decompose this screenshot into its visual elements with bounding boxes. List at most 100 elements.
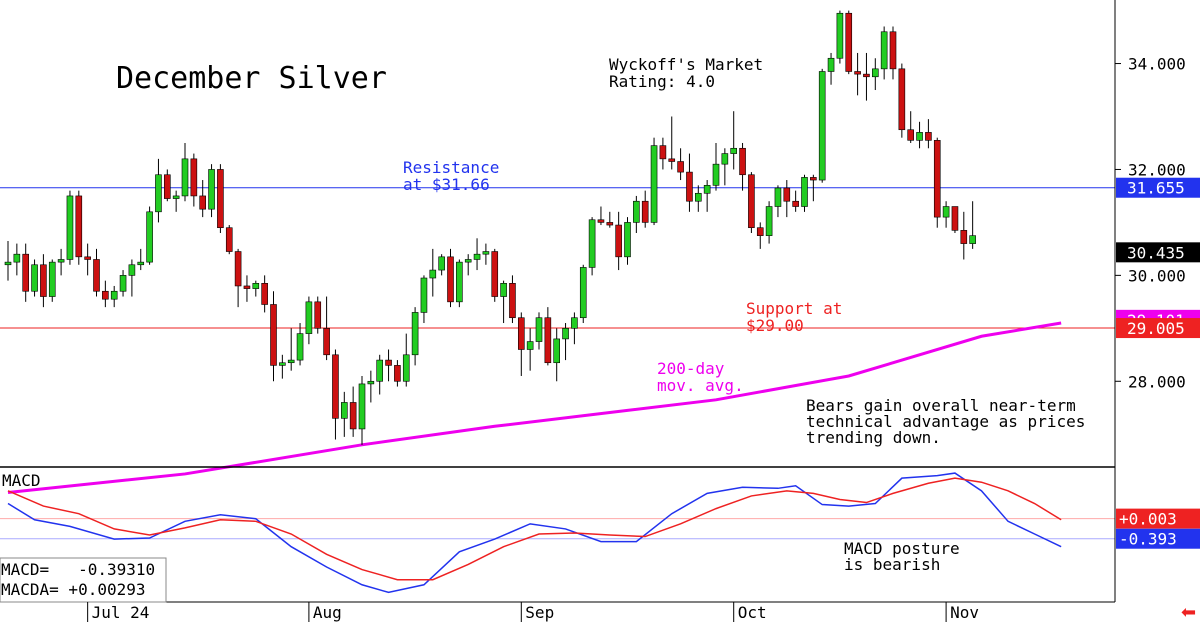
macd-value-label: -0.393 — [1119, 530, 1177, 549]
candle-down — [75, 195, 83, 258]
candle-down — [84, 256, 91, 260]
candle-up — [367, 380, 375, 385]
candle-down — [190, 158, 198, 197]
candle-up — [411, 312, 419, 356]
candle-down — [40, 264, 47, 297]
date-label: Aug — [313, 603, 342, 622]
date-label: Oct — [738, 603, 767, 622]
moving-average-line — [7, 321, 1062, 494]
candle-up — [110, 290, 118, 300]
last-price-label: 30.435 — [1127, 243, 1185, 262]
candle-up — [358, 383, 366, 430]
candle-down — [615, 224, 622, 258]
candle-up — [482, 251, 490, 255]
candle-down — [845, 12, 853, 72]
candle-down — [606, 222, 614, 226]
date-label: Nov — [950, 603, 979, 622]
candle-up — [916, 132, 923, 141]
candle-up — [579, 267, 587, 319]
macd-pane — [0, 472, 1115, 594]
ma-label-1: 200-day — [657, 359, 725, 378]
candle-down — [863, 73, 870, 78]
candle-up — [31, 264, 38, 292]
candle-up — [464, 259, 472, 263]
candle-down — [889, 31, 897, 70]
macd-line — [7, 472, 1062, 594]
candle-down — [332, 354, 339, 419]
candle-up — [208, 169, 215, 210]
candle-up — [774, 187, 782, 207]
macda-value-label: +0.003 — [1119, 510, 1177, 529]
candle-up — [535, 317, 543, 342]
candle-up — [340, 402, 348, 419]
annotation-line-3: trending down. — [806, 428, 941, 447]
candle-down — [907, 129, 915, 141]
candle-down — [385, 359, 392, 366]
candle-up — [66, 195, 74, 260]
date-label: Jul 24 — [92, 603, 150, 622]
chart-texts: December Silver Wyckoff's Market Rating:… — [0, 55, 1085, 603]
candle-up — [305, 301, 313, 334]
candle-up — [429, 269, 437, 279]
candle-down — [933, 140, 941, 218]
candle-up — [57, 259, 65, 263]
macd-annotation-2: is bearish — [844, 555, 940, 574]
candle-down — [509, 283, 516, 319]
support-price-label: 29.005 — [1127, 319, 1185, 338]
macd-readout-2: MACDA= +0.00293 — [1, 580, 146, 599]
candle-up — [633, 200, 640, 223]
candle-up — [296, 333, 304, 361]
candle-down — [323, 328, 330, 356]
candle-up — [155, 174, 162, 213]
candle-down — [668, 158, 676, 162]
candle-up — [128, 264, 136, 276]
candle-down — [854, 71, 861, 75]
annotation-line-2: technical advantage as prices — [806, 412, 1085, 431]
candle-up — [500, 283, 507, 297]
candle-down — [349, 402, 357, 430]
candle-up — [376, 359, 384, 382]
macd-value-label-box — [1116, 528, 1200, 549]
candle-up — [438, 256, 445, 271]
candle-down — [783, 187, 791, 202]
candle-down — [394, 365, 401, 382]
candle-up — [818, 71, 826, 181]
candle-down — [93, 259, 100, 292]
date-labels: Jul 24 Aug Sep Oct Nov — [87, 602, 979, 622]
candle-down — [686, 171, 693, 202]
candle-up — [473, 253, 481, 260]
candle-up — [827, 57, 835, 72]
support-label-2: $29.00 — [746, 316, 804, 335]
candle-down — [925, 132, 932, 141]
candle-up — [562, 328, 569, 340]
candle-up — [553, 338, 561, 364]
support-label-1: Support at — [746, 299, 842, 318]
candle-down — [792, 200, 799, 207]
macda-value-label-box — [1116, 508, 1200, 529]
macda-line — [7, 477, 1062, 581]
candle-up — [880, 31, 888, 70]
candle-up — [48, 261, 56, 297]
candle-up — [137, 261, 145, 266]
last-price-label-box — [1116, 242, 1200, 263]
price-labels: 28.00030.00032.00034.00031.65530.43529.1… — [1115, 55, 1200, 549]
candle-up — [703, 185, 711, 194]
date-label: Sep — [525, 603, 554, 622]
candle-down — [810, 177, 817, 181]
candle-up — [146, 211, 153, 263]
axes — [0, 0, 1116, 603]
candle-down — [261, 283, 268, 305]
candle-down — [270, 304, 277, 366]
candle-up — [969, 235, 976, 244]
left-arrow-icon[interactable]: ⬅ — [1181, 602, 1196, 623]
candle-down — [217, 169, 224, 229]
candle-up — [650, 145, 658, 223]
candle-down — [225, 227, 233, 252]
macd-annotation-1: MACD posture — [844, 539, 960, 558]
candle-up — [402, 354, 410, 382]
macd-readout-1: MACD= -0.39310 — [1, 560, 155, 579]
candle-down — [597, 219, 605, 223]
candle-down — [491, 251, 499, 297]
candle-up — [526, 341, 534, 350]
ma-label-2: mov. avg. — [657, 376, 744, 395]
